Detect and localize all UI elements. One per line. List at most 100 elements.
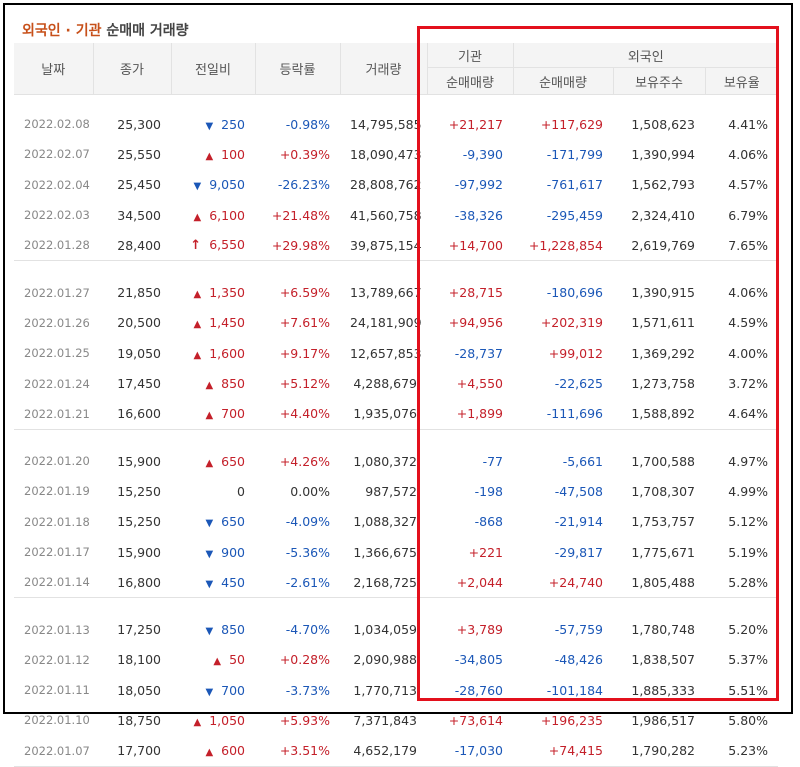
- foreign-net-cell: +74,415: [513, 735, 613, 767]
- inst-net-cell: +28,715: [448, 285, 503, 301]
- holding-ratio-cell: 4.97%: [728, 453, 769, 469]
- holding-ratio-cell: 4.00%: [728, 345, 769, 361]
- change-value: 1,450: [209, 315, 245, 331]
- change-value: 6,100: [209, 207, 245, 223]
- table-row: 2022.01.07 17,700 ▲ 600 +3.51% 4,652,179 -17,0…: [14, 735, 779, 767]
- table-row: 2022.02.07 25,550 ▲ 100 +0.39% 18,090,473 -9,3…: [14, 139, 778, 169]
- inst-net-cell: -28,760: [454, 682, 503, 698]
- down-arrow-icon: ▼: [205, 578, 214, 590]
- inst-net-cell: +4,550: [456, 376, 503, 392]
- date-cell: 2022.01.18: [24, 514, 90, 529]
- holding-ratio-cell: 5.23%: [705, 735, 779, 767]
- foreign-net-cell: -111,696: [513, 398, 613, 430]
- header-holdings: 보유주수: [613, 67, 706, 95]
- date-cell: 2022.01.17: [24, 545, 90, 559]
- table-row: 2022.01.13 17,250 ▼ 850 -4.70% 1,034,059 +3,78…: [14, 614, 778, 644]
- date-cell: 2022.01.28: [14, 230, 93, 262]
- rate-cell: +4.40%: [255, 398, 340, 430]
- change-cell: 0: [171, 476, 255, 506]
- volume-cell: 4,652,179: [340, 735, 427, 767]
- foreign-net-cell: +1,228,854: [513, 230, 613, 262]
- date-cell: 2022.01.20: [24, 454, 90, 469]
- foreign-net-cell: -761,617: [546, 177, 603, 193]
- change-value: 900: [221, 544, 245, 560]
- change-cell: ▲ 650: [171, 446, 255, 476]
- change-value: 850: [221, 376, 245, 392]
- rate-cell: +3.51%: [255, 735, 340, 767]
- table-row: 2022.01.11 18,050 ▼ 700 -3.73% 1,770,713 -28,7…: [14, 675, 778, 705]
- volume-cell: 28,808,762: [350, 177, 422, 193]
- rate-cell: +7.61%: [279, 315, 330, 331]
- title-net-trading-volume: 순매매 거래량: [106, 23, 189, 39]
- rate-cell: +6.59%: [279, 285, 330, 301]
- change-value: 6,550: [209, 237, 245, 253]
- group-spacer: [14, 429, 778, 446]
- close-cell: 15,900: [117, 544, 161, 560]
- change-value: 9,050: [209, 177, 245, 193]
- volume-cell: 1,080,372: [353, 453, 417, 469]
- header-rate: 등락률: [255, 43, 341, 95]
- header-inst-net: 순매매량: [427, 67, 514, 95]
- change-cell: ▼ 900: [171, 537, 255, 567]
- table-row: 2022.01.27 21,850 ▲ 1,350 +6.59% 13,789,667 +2…: [14, 277, 778, 307]
- close-cell: 18,050: [117, 682, 161, 698]
- close-cell: 16,800: [93, 567, 171, 599]
- header-row-top: 날짜 종가 전일비 등락률 거래량 기관 외국인: [14, 43, 779, 95]
- date-cell: 2022.02.03: [24, 208, 90, 223]
- change-cell: ▼ 700: [171, 675, 255, 705]
- inst-net-cell: -868: [474, 514, 503, 530]
- holding-ratio-cell: 5.20%: [728, 622, 769, 638]
- close-cell: 25,300: [117, 116, 161, 132]
- rate-cell: +0.28%: [279, 652, 330, 668]
- table-row: 2022.01.25 19,050 ▲ 1,600 +9.17% 12,657,853 -2…: [14, 338, 778, 368]
- holding-ratio-cell: 3.72%: [728, 376, 769, 392]
- up-arrow-icon: ▲: [205, 747, 214, 759]
- change-cell: ▼ 9,050: [171, 170, 255, 200]
- foreign-net-cell: +117,629: [540, 116, 603, 132]
- volume-cell: 1,034,059: [353, 622, 417, 638]
- inst-net-cell: +94,956: [448, 315, 503, 331]
- group-spacer-cell: [14, 261, 778, 278]
- volume-cell: 987,572: [365, 483, 417, 499]
- inst-net-cell: +2,044: [427, 567, 513, 599]
- change-cell: ▲ 1,450: [171, 308, 255, 338]
- foreign-net-cell: -47,508: [554, 483, 603, 499]
- rate-cell: -26.23%: [277, 177, 330, 193]
- foreign-net-cell: +202,319: [540, 315, 603, 331]
- close-cell: 17,250: [117, 622, 161, 638]
- foreign-net-cell: -57,759: [554, 622, 603, 638]
- holding-ratio-cell: 5.51%: [728, 682, 769, 698]
- volume-cell: 39,875,154: [340, 230, 427, 262]
- inst-net-cell: -9,390: [462, 146, 503, 162]
- table-row: 2022.01.12 18,100 ▲ 50 +0.28% 2,090,988 -34,80…: [14, 645, 778, 675]
- foreign-net-cell: -29,817: [554, 544, 603, 560]
- rate-cell: +5.12%: [279, 376, 330, 392]
- date-cell: 2022.01.12: [24, 652, 90, 667]
- table-row: 2022.01.24 17,450 ▲ 850 +5.12% 4,288,679 +4,55…: [14, 368, 778, 398]
- holdings-cell: 1,708,307: [631, 483, 695, 499]
- rate-cell: -4.70%: [285, 622, 330, 638]
- rate-cell: -3.73%: [285, 682, 330, 698]
- change-cell: ▼ 450: [171, 567, 255, 599]
- close-cell: 18,750: [117, 712, 161, 728]
- date-cell: 2022.01.11: [24, 683, 90, 698]
- table-row: 2022.01.26 20,500 ▲ 1,450 +7.61% 24,181,909 +9…: [14, 308, 778, 338]
- table-row: 2022.02.08 25,300 ▼ 250 -0.98% 14,795,585 +21,…: [14, 109, 778, 139]
- foreign-net-cell: -171,799: [546, 146, 603, 162]
- holdings-cell: 1,508,623: [631, 116, 695, 132]
- foreign-net-cell: +196,235: [540, 712, 603, 728]
- rate-cell: +4.26%: [279, 453, 330, 469]
- close-cell: 25,550: [117, 146, 161, 162]
- change-value: 250: [221, 116, 245, 132]
- inst-net-cell: -28,737: [454, 345, 503, 361]
- foreign-net-cell: -5,661: [562, 453, 603, 469]
- change-cell: ▼ 850: [171, 614, 255, 644]
- foreign-net-cell: -180,696: [546, 285, 603, 301]
- table-row: 2022.01.18 15,250 ▼ 650 -4.09% 1,088,327 -868 -…: [14, 507, 778, 537]
- volume-cell: 41,560,758: [350, 207, 422, 223]
- group-spacer-cell: [14, 598, 778, 615]
- holdings-cell: 1,780,748: [631, 622, 695, 638]
- inst-net-cell: -198: [474, 483, 503, 499]
- table-row: 2022.01.20 15,900 ▲ 650 +4.26% 1,080,372 -77 -5…: [14, 446, 778, 476]
- holdings-cell: 1,986,517: [631, 712, 695, 728]
